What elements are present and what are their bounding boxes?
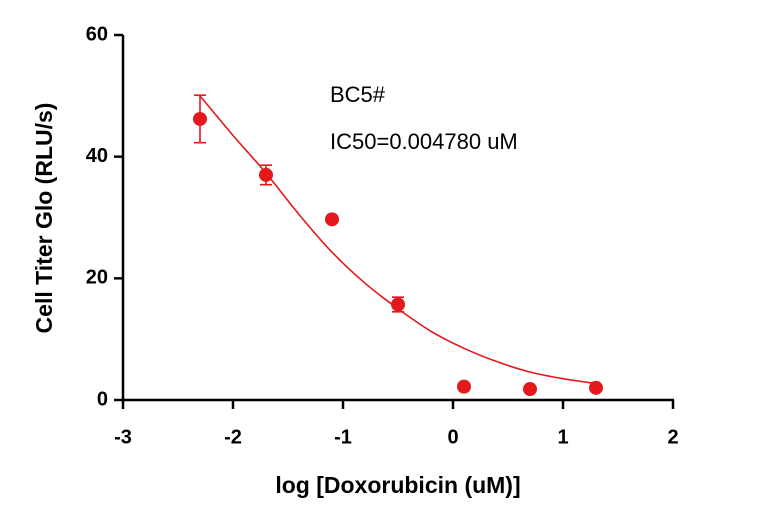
x-tick-label: -2 xyxy=(224,426,242,448)
data-point xyxy=(457,379,471,394)
x-tick-label: 0 xyxy=(447,426,458,448)
x-axis-title: log [Doxorubicin (uM)] xyxy=(275,472,520,498)
y-tick-label: 40 xyxy=(86,145,108,167)
y-tick-label: 60 xyxy=(86,23,108,45)
y-tick-label: 0 xyxy=(97,388,108,410)
y-tick-label: 20 xyxy=(86,267,108,289)
y-axis-title: Cell Titer Glo (RLU/s) xyxy=(31,103,57,334)
annotation: IC50=0.004780 uM xyxy=(330,129,518,154)
data-point xyxy=(523,382,537,397)
annotation: BC5# xyxy=(330,82,386,107)
data-point xyxy=(259,167,273,182)
x-tick-label: -1 xyxy=(334,426,352,448)
data-point xyxy=(325,212,339,227)
x-tick-label: -3 xyxy=(114,426,132,448)
x-tick-label: 1 xyxy=(557,426,568,448)
x-tick-label: 2 xyxy=(667,426,678,448)
data-point xyxy=(391,297,405,312)
data-point xyxy=(193,111,207,126)
data-point xyxy=(589,380,603,395)
